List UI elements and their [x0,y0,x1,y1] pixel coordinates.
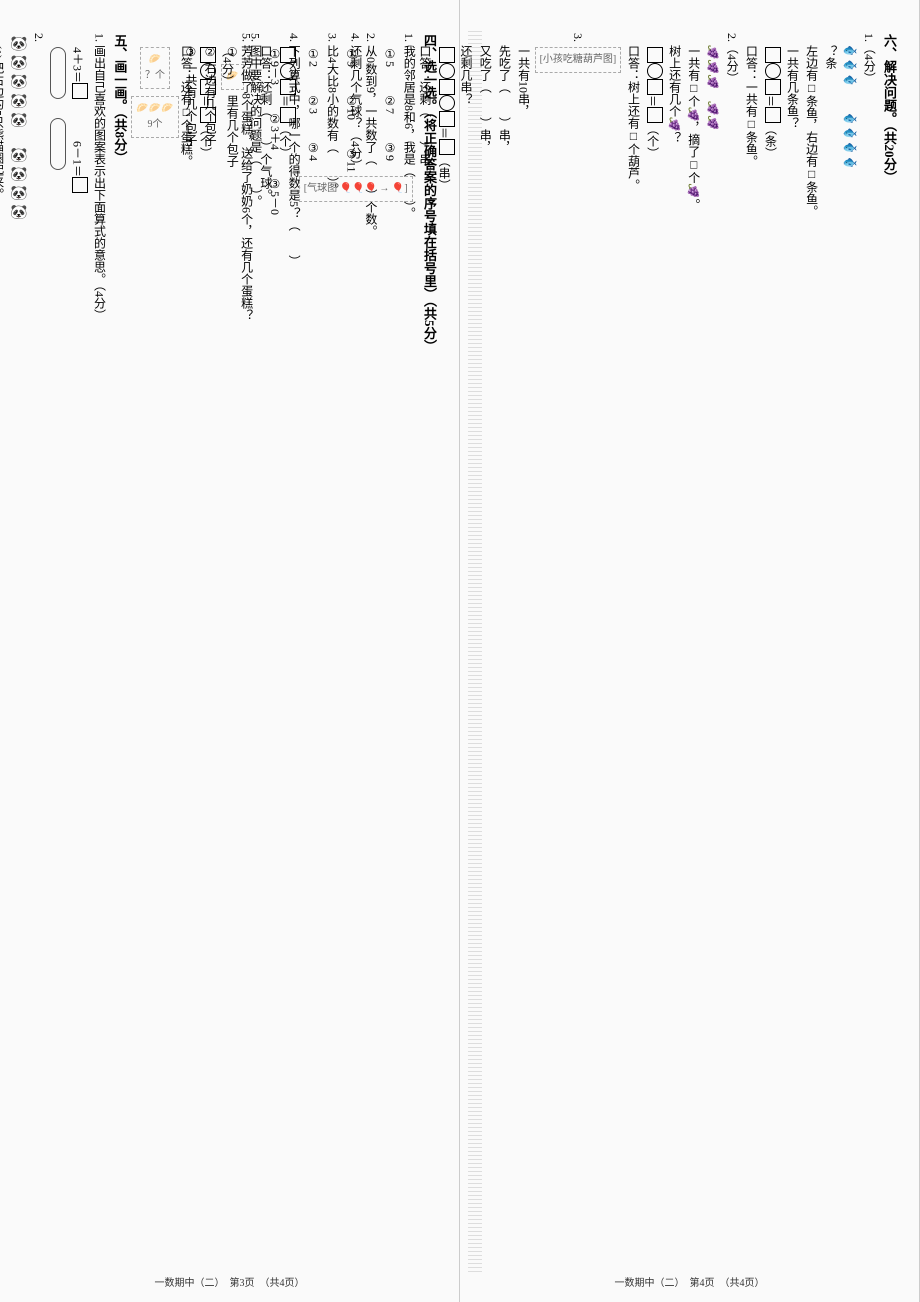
q6-2-eq: ＝（个） [642,35,664,1277]
q5-1-eq2: 6－1＝ [71,141,85,177]
q4-5-figure: 🥟？个 🥟🥟🥟9个 [129,33,180,1279]
q6-1: 1.（4分） 🐟🐟🐟 🐟🐟🐟🐟 ？条 左边有□条鱼，右边有□条鱼。 一共有几条鱼… [741,33,878,1279]
q6-5-answer: 口答：还有□个蛋糕。 [176,33,195,1279]
q6-1-line2: 一共有几条鱼？ [782,33,801,1279]
gourd-row: 🍇🍇🍇 🍇🍇 [703,33,722,1279]
q5-1-stem: 1. 画出自己喜欢的图案表示出下面算式的意思。（4分） [93,33,107,321]
q6-3: 3. [小孩吃糖葫芦图] 一共有10串， 先吃了（ ）串， 又吃了（ ）串， 还… [415,33,624,1279]
q6-3-stem: 3. [571,33,585,42]
section-5-title: 五、画一画。（共8分） [109,34,130,1278]
section-6-title: 六、解决问题。（共20分） [878,34,899,1278]
q6-3-answer: 口答：还剩（ ）串。 [415,33,434,1279]
q6-4-stem: 4. 还剩几个气球？（4分） [349,33,363,171]
steamer-open-icon: 🥟🥟🥟9个 [131,96,178,138]
q6-1-line1: 左边有□条鱼，右边有□条鱼。 [801,33,820,1279]
q6-3-line1: 一共有10串， [513,33,532,1279]
q6-4-answer: 口答：还剩（ ）个气球。 [256,33,275,1279]
kid-eating-icon: [小孩吃糖葫芦图] [535,47,622,73]
q6-5-stem: 5. 芳芳做了8个蛋糕，送给了奶奶6个，还有几个蛋糕？ [240,33,254,321]
q6-2: 2.（4分） 🍇🍇🍇 🍇🍇 一共有□个🍇，摘了□个🍇。 树上还有几个🍇？ ＝（个… [623,33,741,1279]
page-4: 六、解决问题。（共20分） 1.（4分） 🐟🐟🐟 🐟🐟🐟🐟 ？条 左边有□条鱼，… [460,0,920,1302]
q5-2: 2. 🐼🐼🐼🐼🐼 🐼🐼🐼🐼 (1) 把右边的5只熊猫圈起来。 (2) 从左边数，… [0,33,48,1279]
steamer-closed-icon: 🥟？个 [140,47,170,89]
q6-2-answer: 口答：树上还有□个葫芦。 [623,33,642,1279]
q6-5: 5. 芳芳做了8个蛋糕，送给了奶奶6个，还有几个蛋糕？ （4分） ＝（个） 口答… [176,33,256,1279]
q5-1: 1. 画出自己喜欢的图案表示出下面算式的意思。（4分） 4＋3＝ 6－1＝ [48,33,108,1279]
q6-2-stem: 2.（4分） [725,33,739,84]
answer-box[interactable] [72,177,88,193]
panda-row: 🐼🐼🐼🐼🐼 🐼🐼🐼🐼 [7,35,29,1277]
binding-hatch [468,30,482,1272]
q6-3-eq: ＝（串） [434,35,456,1277]
q6-5-eq: ＝（个） [195,35,217,1277]
q6-1-answer: 口答：一共有□条鱼。 [741,33,760,1279]
draw-area-1[interactable] [50,47,66,99]
q5-1-eq1: 4＋3＝ [71,47,85,83]
page-4-footer: 一数期中（二） 第4页 （共4页） [615,1276,765,1292]
q6-1-stem: 1.（4分） [862,33,876,84]
fish-row: 🐟🐟🐟 🐟🐟🐟🐟 [840,33,859,1279]
q5-2-sub1: (1) 把右边的5只熊猫圈起来。 [0,33,7,1279]
q6-2-line2: 树上还有几个🍇？ [664,33,683,1279]
balloon-icon: [气球图 🎈🎈🎈 → 🎈] [299,176,413,202]
q6-1-eq: ＝（条） [760,35,782,1277]
q6-3-line2: 先吃了（ ）串， [494,33,513,1279]
answer-box[interactable] [72,83,88,99]
draw-area-2[interactable] [50,118,66,170]
q6-4-eq: ＝（个） [275,35,297,1277]
q6-5-points: （4分） [217,33,236,1279]
q6-1-qmark: ？条 [821,33,840,1279]
q6-4: 4. 还剩几个气球？（4分） [气球图 🎈🎈🎈 → 🎈] ＝（个） 口答：还剩（… [256,33,415,1279]
q5-2-stem: 2. [32,33,46,42]
q6-2-line1: 一共有□个🍇，摘了□个🍇。 [684,33,703,1279]
